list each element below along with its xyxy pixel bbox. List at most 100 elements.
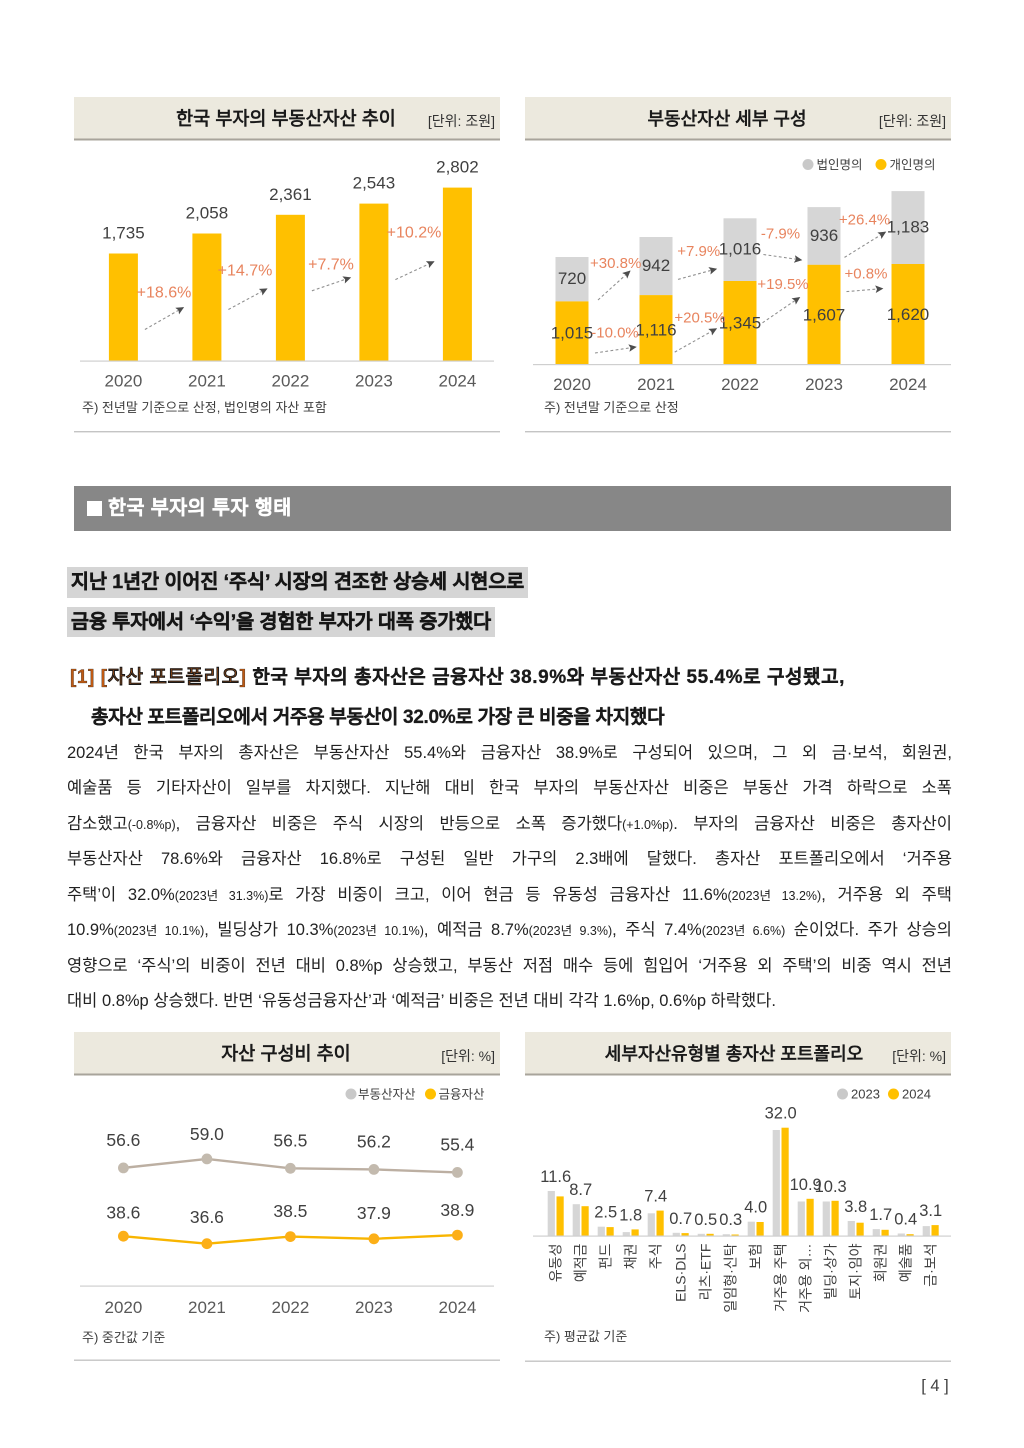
- svg-text:2,361: 2,361: [269, 185, 312, 204]
- svg-text:11.6: 11.6: [540, 1168, 571, 1186]
- svg-text:0.5: 0.5: [694, 1211, 717, 1229]
- svg-text:2020: 2020: [553, 375, 591, 394]
- svg-text:부동산자산: 부동산자산: [358, 1088, 416, 1102]
- svg-text:채권: 채권: [623, 1244, 639, 1270]
- svg-text:4.0: 4.0: [744, 1199, 767, 1217]
- svg-text:주) 전년말 기준으로 산정, 법인명의 자산 포함: 주) 전년말 기준으로 산정, 법인명의 자산 포함: [82, 400, 327, 415]
- svg-text:리츠·ETF: 리츠·ETF: [698, 1244, 714, 1301]
- svg-text:한국 부자의 부동산자산 추이: 한국 부자의 부동산자산 추이: [176, 108, 396, 129]
- svg-text:2020: 2020: [104, 372, 142, 391]
- svg-text:2024: 2024: [902, 1087, 931, 1102]
- svg-text:59.0: 59.0: [190, 1124, 224, 1144]
- svg-text:2024: 2024: [889, 375, 927, 394]
- svg-text:보험: 보험: [748, 1244, 764, 1270]
- svg-text:2.5: 2.5: [594, 1204, 617, 1222]
- svg-text:0.7: 0.7: [669, 1210, 692, 1228]
- svg-text:+26.4%: +26.4%: [839, 212, 890, 229]
- svg-text:10.9: 10.9: [790, 1176, 822, 1194]
- svg-text:2,802: 2,802: [436, 158, 479, 177]
- svg-text:2021: 2021: [188, 1298, 226, 1317]
- svg-text:세부자산유형별 총자산 포트폴리오: 세부자산유형별 총자산 포트폴리오: [605, 1044, 863, 1064]
- svg-text:토지·임야: 토지·임야: [848, 1243, 864, 1299]
- svg-text:37.9: 37.9: [357, 1203, 391, 1223]
- svg-text:36.6: 36.6: [190, 1207, 224, 1227]
- svg-text:거주용 주택: 거주용 주택: [773, 1244, 789, 1312]
- svg-text:2023: 2023: [355, 1298, 393, 1317]
- svg-text:자산 구성비 추이: 자산 구성비 추이: [221, 1043, 350, 1064]
- svg-text:55.4: 55.4: [440, 1135, 474, 1155]
- svg-text:금융자산: 금융자산: [439, 1088, 486, 1102]
- svg-text:법인명의: 법인명의: [817, 158, 863, 172]
- svg-text:56.2: 56.2: [357, 1132, 391, 1152]
- svg-text:2023: 2023: [355, 372, 393, 391]
- svg-text:2022: 2022: [271, 372, 309, 391]
- svg-text:+10.2%: +10.2%: [387, 225, 442, 242]
- svg-text:[단위: 조원]: [단위: 조원]: [428, 113, 495, 129]
- svg-text:1.8: 1.8: [619, 1206, 642, 1224]
- svg-text:펀드: 펀드: [598, 1243, 614, 1269]
- svg-text:1.7: 1.7: [869, 1206, 892, 1224]
- svg-text:3.1: 3.1: [919, 1202, 942, 1220]
- svg-text:빌딩·상가: 빌딩·상가: [823, 1243, 839, 1299]
- svg-text:0.4: 0.4: [894, 1211, 917, 1229]
- svg-text:거주용 외…: 거주용 외…: [798, 1244, 814, 1313]
- svg-text:2022: 2022: [271, 1298, 309, 1317]
- svg-text:942: 942: [642, 256, 670, 275]
- svg-text:+19.5%: +19.5%: [757, 276, 808, 293]
- svg-text:38.5: 38.5: [273, 1201, 307, 1221]
- svg-text:1,016: 1,016: [719, 240, 762, 259]
- svg-text:0.3: 0.3: [719, 1211, 742, 1229]
- svg-text:1,607: 1,607: [803, 305, 846, 324]
- svg-text:10.3: 10.3: [815, 1178, 847, 1196]
- svg-text:회원권: 회원권: [873, 1244, 889, 1283]
- svg-text:56.6: 56.6: [106, 1130, 140, 1150]
- svg-text:2024: 2024: [438, 1298, 476, 1317]
- svg-text:1,620: 1,620: [887, 305, 930, 324]
- svg-text:56.5: 56.5: [273, 1131, 307, 1151]
- svg-text:2021: 2021: [637, 375, 675, 394]
- svg-text:[단위: 조원]: [단위: 조원]: [879, 113, 946, 129]
- svg-text:1,735: 1,735: [102, 224, 145, 243]
- svg-text:2024: 2024: [438, 372, 476, 391]
- svg-text:+30.8%: +30.8%: [590, 255, 641, 272]
- svg-text:주) 평균값 기준: 주) 평균값 기준: [544, 1329, 627, 1344]
- svg-text:-7.9%: -7.9%: [761, 225, 800, 242]
- svg-text:2022: 2022: [721, 375, 759, 394]
- svg-text:주) 중간값 기준: 주) 중간값 기준: [82, 1330, 165, 1345]
- svg-text:2023: 2023: [805, 375, 843, 394]
- svg-text:ELS·DLS: ELS·DLS: [673, 1244, 689, 1302]
- svg-text:유동성: 유동성: [548, 1244, 564, 1283]
- svg-text:일임형·신탁: 일임형·신탁: [723, 1243, 739, 1312]
- svg-text:1,183: 1,183: [887, 218, 930, 237]
- svg-text:+0.8%: +0.8%: [845, 265, 888, 282]
- svg-text:금·보석: 금·보석: [923, 1244, 939, 1287]
- svg-text:+7.7%: +7.7%: [308, 257, 354, 274]
- svg-text:1,345: 1,345: [719, 314, 762, 333]
- svg-text:2023: 2023: [851, 1087, 880, 1102]
- svg-text:32.0: 32.0: [765, 1105, 797, 1123]
- svg-text:2021: 2021: [188, 372, 226, 391]
- svg-text:1,116: 1,116: [635, 321, 676, 340]
- svg-text:부동산자산 세부 구성: 부동산자산 세부 구성: [647, 109, 806, 129]
- svg-text:3.8: 3.8: [844, 1198, 867, 1216]
- svg-text:720: 720: [558, 269, 586, 288]
- svg-text:예술품: 예술품: [898, 1243, 914, 1282]
- svg-text:8.7: 8.7: [569, 1181, 592, 1199]
- svg-text:2,058: 2,058: [186, 204, 229, 223]
- svg-text:2020: 2020: [104, 1298, 142, 1317]
- svg-text:[단위: %]: [단위: %]: [892, 1048, 946, 1064]
- svg-text:+14.7%: +14.7%: [218, 263, 273, 280]
- svg-text:7.4: 7.4: [644, 1188, 667, 1206]
- svg-text:-10.0%: -10.0%: [591, 324, 639, 341]
- svg-text:[단위: %]: [단위: %]: [441, 1048, 495, 1064]
- svg-text:개인명의: 개인명의: [890, 158, 936, 172]
- svg-text:+18.6%: +18.6%: [137, 285, 192, 302]
- svg-text:주식: 주식: [648, 1244, 664, 1270]
- svg-text:주) 전년말 기준으로 산정: 주) 전년말 기준으로 산정: [544, 400, 679, 415]
- svg-text:+7.9%: +7.9%: [677, 243, 720, 260]
- svg-text:2,543: 2,543: [353, 174, 396, 193]
- svg-text:예적금: 예적금: [573, 1243, 589, 1282]
- svg-text:38.6: 38.6: [106, 1203, 140, 1223]
- svg-text:936: 936: [810, 226, 838, 245]
- svg-text:+20.5%: +20.5%: [674, 309, 725, 326]
